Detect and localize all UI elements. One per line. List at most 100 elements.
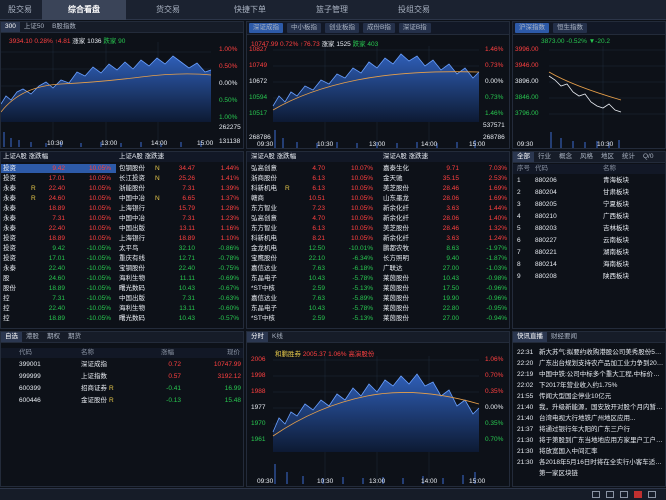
chart1-tab-b[interactable]: 上证50 [23, 23, 45, 30]
list-row[interactable]: 第一家区块链 [513, 469, 665, 478]
list-row[interactable]: 21:37 将通过银行年大阳的广东三户行 [513, 425, 665, 434]
list-row[interactable]: 中国中冶 N 6.65 1.37% [117, 194, 243, 203]
list-row[interactable]: 莱茵股份 22.80 -0.95% [379, 304, 509, 313]
chart1-graph[interactable] [1, 42, 244, 149]
list-row[interactable]: 莱茵股份 10.43 -0.98% [379, 274, 509, 283]
calculator-icon[interactable] [620, 491, 628, 498]
list-row[interactable]: 美芝股份 28.46 1.69% [379, 184, 509, 193]
list-row[interactable]: 21:40 我，升级新能源，国安放开对股个月内暂期不超... [513, 403, 665, 412]
list-row[interactable]: 中国中冶 7.31 1.23% [117, 214, 243, 223]
list-row[interactable]: 永泰 7.31 10.05% [1, 214, 116, 223]
chart2-tab-b[interactable]: 中小板指 [287, 23, 321, 33]
list-row[interactable]: 美芝股份 28.46 1.32% [379, 224, 509, 233]
list-row[interactable]: 科新机电 8.21 10.05% [247, 234, 377, 243]
list-row[interactable]: 永泰 18.89 10.05% [1, 204, 116, 213]
list-row[interactable]: 浙能股份 7.31 1.39% [117, 184, 243, 193]
news-tab-headlines[interactable]: 财经要闻 [551, 333, 577, 340]
list-row[interactable]: 上海银行 15.79 1.28% [117, 204, 243, 213]
list-row[interactable]: 金天驰 35.15 2.53% [379, 174, 509, 183]
list-row[interactable]: 600399 招商证券 R -0.41 16.99 [1, 384, 243, 393]
watchlist-tab-1[interactable]: 港股 [26, 333, 39, 340]
list-row[interactable]: 永泰 R 22.40 10.05% [1, 184, 116, 193]
list-row[interactable]: 嘉信达业 7.63 -6.18% [247, 264, 377, 273]
list-row[interactable]: 重庆有线 12.71 -0.78% [117, 254, 243, 263]
list-row[interactable]: 弘高创意 4.70 10.05% [247, 214, 377, 223]
list-row[interactable]: 投资 9.42 10.05% [1, 164, 116, 173]
sector-tab-2[interactable]: 概念 [559, 153, 572, 160]
watchlist-tab-0[interactable]: 自选 [1, 332, 22, 342]
list-row[interactable]: 莱茵股份 27.00 -0.94% [379, 314, 509, 323]
list-row[interactable]: 22:19 中国中铁:公司中标多个重大工程,中标价合计约人民币 [513, 370, 665, 379]
chart2-tab-d[interactable]: 成份B指 [363, 23, 395, 33]
list-row[interactable]: 东方智业 6.13 10.05% [247, 224, 377, 233]
tab-portfolio-trading[interactable]: 投组交易 [398, 5, 430, 14]
list-row[interactable]: 600446 金证股份 R -0.13 15.48 [1, 396, 243, 405]
alert-icon[interactable] [634, 491, 642, 498]
chart2-tab-e[interactable]: 深证B指 [398, 23, 431, 33]
list-row[interactable]: 海利生物 11.11 -0.69% [117, 274, 243, 283]
sector-tab-0[interactable]: 全部 [513, 152, 534, 162]
list-row[interactable]: 永泰 R 24.60 10.05% [1, 194, 116, 203]
list-row[interactable]: 投资 18.89 10.05% [1, 234, 116, 243]
list-row[interactable]: 投资 17.01 10.05% [1, 174, 116, 183]
list-row[interactable]: 弘高创意 4.70 10.07% [247, 164, 377, 173]
watchlist-tab-2[interactable]: 期权 [47, 333, 60, 340]
list-row[interactable]: 399001 深证成指 0.72 10747.99 [1, 360, 243, 369]
list-row[interactable]: 上海银行 18.89 1.10% [117, 234, 243, 243]
list-row[interactable]: 宝钢股份 22.40 -0.75% [117, 264, 243, 273]
list-row[interactable]: 4 880210 广西板块 [513, 212, 665, 221]
tab-stock-trading[interactable]: 股交易 [8, 5, 32, 14]
list-row[interactable]: 21:30 将于第股到广东当地地应用方家里户工户场电商的 [513, 436, 665, 445]
list-row[interactable]: 3 880205 宁夏板块 [513, 200, 665, 209]
chart4-tab-intraday[interactable]: 分时 [247, 332, 268, 342]
sector-tab-6[interactable]: Q/0 [643, 153, 654, 160]
list-row[interactable]: 嘉泰生化 9.71 7.03% [379, 164, 509, 173]
list-row[interactable]: 长江投资 N 25.26 1.41% [117, 174, 243, 183]
list-row[interactable]: 股 24.60 -10.05% [1, 274, 116, 283]
list-row[interactable]: 中国出版 7.31 -0.63% [117, 294, 243, 303]
list-row[interactable]: 1 880206 青海板块 [513, 176, 665, 185]
list-row[interactable]: 21:30 将放宽国入中间汇率 [513, 447, 665, 456]
list-row[interactable]: 广联达 27.00 -1.03% [379, 264, 509, 273]
chart4-tab-kline[interactable]: K线 [272, 333, 283, 340]
list-row[interactable]: 东方智业 7.23 10.05% [247, 204, 377, 213]
list-row[interactable]: 21:55 传闻大型国企停业10亿元 [513, 392, 665, 401]
list-row[interactable]: 投资 9.42 -10.05% [1, 244, 116, 253]
sector-tab-4[interactable]: 地区 [601, 153, 614, 160]
list-row[interactable]: 6 880227 云南板块 [513, 236, 665, 245]
list-row[interactable]: 999999 上证指数 0.57 3192.12 [1, 372, 243, 381]
list-row[interactable]: 曙光数码 10.43 -0.67% [117, 284, 243, 293]
list-row[interactable]: 9 880208 陕西板块 [513, 272, 665, 281]
chart3-graph[interactable] [513, 46, 666, 149]
list-row[interactable]: 7 880221 湖南板块 [513, 248, 665, 257]
list-row[interactable]: 浙商股份 6.13 10.05% [247, 174, 377, 183]
layout-icon[interactable] [606, 491, 614, 498]
settings-icon[interactable] [648, 491, 656, 498]
list-row[interactable]: 22:02 下2017年营业收入约1.75% [513, 381, 665, 390]
list-row[interactable]: 宝鹰股份 22.10 -6.34% [247, 254, 377, 263]
list-row[interactable]: 包钢股份 N 34.47 1.44% [117, 164, 243, 173]
chart1-tab-c[interactable]: B股指数 [52, 23, 76, 30]
list-row[interactable]: 赣商 10.51 10.05% [247, 194, 377, 203]
list-row[interactable]: 投资 17.01 -10.05% [1, 254, 116, 263]
list-row[interactable]: 东晶电子 10.43 -5.78% [247, 304, 377, 313]
chart4-graph[interactable] [247, 356, 510, 487]
list-row[interactable]: 东晶电子 10.43 -5.78% [247, 274, 377, 283]
list-row[interactable]: *ST中核 2.59 -5.13% [247, 314, 377, 323]
watchlist-tab-3[interactable]: 期货 [68, 333, 81, 340]
sector-tab-3[interactable]: 风格 [580, 153, 593, 160]
list-row[interactable]: 新余化纤 3.63 1.24% [379, 234, 509, 243]
chart2-tab-c[interactable]: 创业板指 [325, 23, 359, 33]
list-row[interactable]: 21:40 台湾电视大行地铁广州地区应用... [513, 414, 665, 423]
list-row[interactable]: 科新机电 R 6.13 10.05% [247, 184, 377, 193]
chart3-tab-b[interactable]: 恒生指数 [553, 23, 587, 33]
list-row[interactable]: 控 22.40 -10.05% [1, 304, 116, 313]
list-row[interactable]: 鹏都农牧 8.63 -1.97% [379, 244, 509, 253]
tab-dashboard[interactable]: 综合看盘 [42, 0, 126, 20]
list-row[interactable]: 永泰 22.40 -10.05% [1, 264, 116, 273]
list-row[interactable]: 莱茵股份 17.50 -0.96% [379, 284, 509, 293]
list-row[interactable]: 21:30 各2018年5月16日时将在全实行小客车适调控 [513, 458, 665, 467]
list-row[interactable]: 长方照明 9.40 -1.87% [379, 254, 509, 263]
list-row[interactable]: 莱茵股份 19.90 -0.96% [379, 294, 509, 303]
sector-tab-1[interactable]: 行业 [538, 153, 551, 160]
